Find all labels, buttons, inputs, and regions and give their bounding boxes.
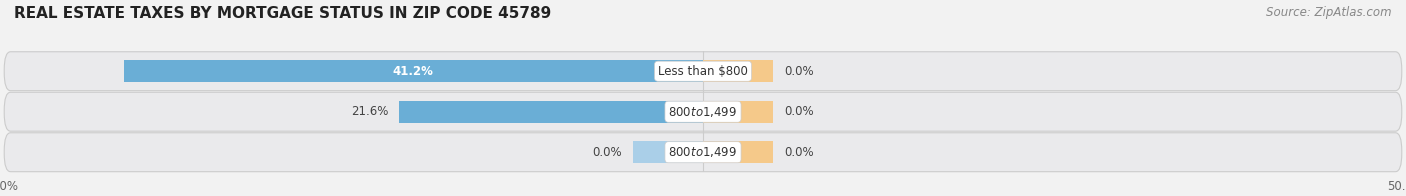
Text: $800 to $1,499: $800 to $1,499 <box>668 105 738 119</box>
Bar <box>124 60 703 82</box>
Text: 0.0%: 0.0% <box>785 105 814 118</box>
Bar <box>703 101 773 123</box>
Text: REAL ESTATE TAXES BY MORTGAGE STATUS IN ZIP CODE 45789: REAL ESTATE TAXES BY MORTGAGE STATUS IN … <box>14 6 551 21</box>
Text: 21.6%: 21.6% <box>350 105 388 118</box>
Text: Less than $800: Less than $800 <box>658 65 748 78</box>
FancyBboxPatch shape <box>4 133 1402 172</box>
FancyBboxPatch shape <box>4 52 1402 91</box>
Text: 0.0%: 0.0% <box>785 146 814 159</box>
Text: 0.0%: 0.0% <box>785 65 814 78</box>
Text: 41.2%: 41.2% <box>392 65 434 78</box>
Text: $800 to $1,499: $800 to $1,499 <box>668 145 738 159</box>
Text: 0.0%: 0.0% <box>592 146 621 159</box>
Bar <box>703 60 773 82</box>
FancyBboxPatch shape <box>4 92 1402 131</box>
Bar <box>703 141 773 163</box>
Bar <box>633 141 703 163</box>
Bar <box>399 101 703 123</box>
Text: Source: ZipAtlas.com: Source: ZipAtlas.com <box>1267 6 1392 19</box>
